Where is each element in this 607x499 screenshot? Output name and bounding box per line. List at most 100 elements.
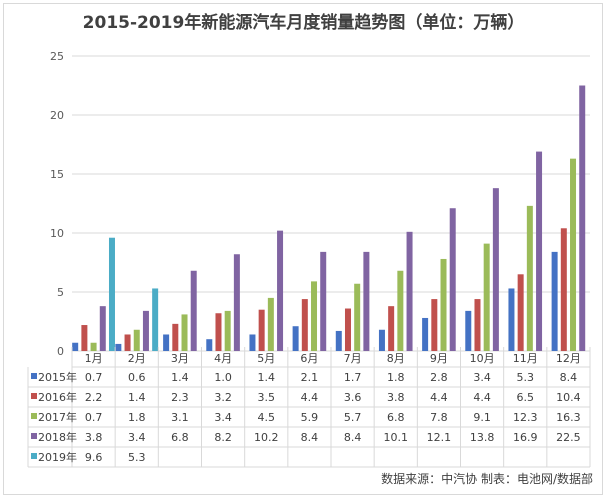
- table-cell: 3.8: [85, 431, 103, 444]
- table-cell: 1.7: [344, 371, 362, 384]
- bar-2017年-1月: [90, 342, 97, 351]
- bar-2015年-11月: [508, 288, 515, 351]
- table-cell: 9.1: [473, 411, 491, 424]
- bar-2015年-2月: [115, 343, 122, 351]
- table-cell: 2.8: [430, 371, 448, 384]
- bar-2017年-4月: [224, 310, 231, 351]
- table-cell: 3.2: [214, 391, 232, 404]
- table-cell: 3.4: [473, 371, 491, 384]
- bar-2018年-7月: [363, 251, 370, 351]
- bar-2017年-6月: [311, 281, 318, 351]
- legend-swatch-2019年: [31, 453, 37, 459]
- table-cell: 1.4: [258, 371, 276, 384]
- legend-label: 2015年: [38, 370, 77, 384]
- bar-2015年-3月: [163, 334, 170, 351]
- chart-title: 2015-2019年新能源汽车月度销量趋势图（单位：万辆）: [82, 13, 525, 33]
- x-tick-label: 10月: [470, 352, 495, 365]
- bar-2017年-8月: [397, 270, 404, 351]
- table-cell: 8.4: [344, 431, 362, 444]
- y-tick-label: 15: [50, 168, 64, 181]
- x-tick-label: 3月: [171, 352, 189, 365]
- bar-2017年-2月: [133, 329, 140, 351]
- bar-2017年-5月: [267, 297, 274, 351]
- bar-2018年-6月: [320, 251, 327, 351]
- bar-2016年-8月: [388, 306, 395, 351]
- bar-2016年-5月: [258, 309, 265, 351]
- table-cell: 8.4: [560, 371, 578, 384]
- x-tick-label: 7月: [344, 352, 362, 365]
- bar-2018年-9月: [449, 208, 456, 351]
- legend-swatch-2017年: [31, 413, 37, 419]
- x-tick-label: 4月: [214, 352, 232, 365]
- bar-2016年-12月: [560, 228, 567, 351]
- y-tick-label: 20: [50, 109, 64, 122]
- table-cell: 1.0: [214, 371, 232, 384]
- table-cell: 1.8: [128, 411, 146, 424]
- bar-2017年-3月: [181, 314, 188, 351]
- table-cell: 12.1: [427, 431, 452, 444]
- y-tick-label: 10: [50, 227, 64, 240]
- bar-2018年-11月: [536, 151, 543, 351]
- legend-swatch-2018年: [31, 433, 37, 439]
- table-cell: 2.2: [85, 391, 103, 404]
- table-cell: 3.6: [344, 391, 362, 404]
- table-cell: 3.1: [171, 411, 189, 424]
- table-cell: 5.3: [128, 451, 146, 464]
- bar-2017年-10月: [483, 243, 490, 351]
- bar-2015年-5月: [249, 334, 256, 351]
- table-cell: 3.4: [128, 431, 146, 444]
- bar-2015年-9月: [422, 317, 429, 351]
- legend-swatch-2016年: [31, 393, 37, 399]
- table-cell: 6.5: [517, 391, 535, 404]
- bar-2015年-12月: [551, 251, 558, 351]
- x-tick-label: 9月: [430, 352, 448, 365]
- bar-2016年-11月: [517, 274, 524, 351]
- x-tick-label: 6月: [300, 352, 318, 365]
- x-tick-label: 8月: [387, 352, 405, 365]
- table-cell: 6.8: [171, 431, 189, 444]
- y-tick-label: 0: [57, 345, 64, 358]
- table-cell: 3.8: [387, 391, 405, 404]
- bar-2018年-2月: [142, 310, 149, 351]
- table-cell: 0.6: [128, 371, 146, 384]
- table-cell: 4.5: [258, 411, 276, 424]
- bar-2017年-9月: [440, 258, 447, 351]
- bar-2016年-2月: [124, 334, 131, 351]
- x-tick-label: 2月: [128, 352, 146, 365]
- table-cell: 13.8: [470, 431, 495, 444]
- bar-2015年-4月: [206, 339, 213, 351]
- table-cell: 1.4: [128, 391, 146, 404]
- table-cell: 3.4: [214, 411, 232, 424]
- table-cell: 10.2: [254, 431, 279, 444]
- y-tick-label: 25: [50, 50, 64, 63]
- bar-2015年-10月: [465, 310, 472, 351]
- x-tick-label: 11月: [513, 352, 538, 365]
- bar-2017年-7月: [354, 283, 361, 351]
- table-cell: 4.4: [473, 391, 491, 404]
- x-tick-label: 12月: [556, 352, 581, 365]
- source-note: 数据来源：中汽协 制表：电池网/数据部: [381, 472, 593, 486]
- table-cell: 22.5: [556, 431, 581, 444]
- table-cell: 10.1: [384, 431, 409, 444]
- bar-2018年-3月: [190, 270, 197, 351]
- bar-2019年-2月: [152, 288, 159, 351]
- bar-2016年-6月: [301, 299, 308, 351]
- table-cell: 7.8: [430, 411, 448, 424]
- bar-2018年-8月: [406, 231, 413, 351]
- table-cell: 10.4: [556, 391, 581, 404]
- bar-2018年-4月: [233, 254, 240, 351]
- table-cell: 5.9: [301, 411, 319, 424]
- x-tick-label: 5月: [257, 352, 275, 365]
- legend-label: 2017年: [38, 410, 77, 424]
- table-cell: 0.7: [85, 411, 103, 424]
- table-cell: 1.8: [387, 371, 405, 384]
- bar-2016年-4月: [215, 313, 222, 351]
- bar-2018年-5月: [277, 230, 284, 351]
- bar-2015年-1月: [72, 342, 79, 351]
- table-cell: 6.8: [387, 411, 405, 424]
- table-cell: 16.3: [556, 411, 581, 424]
- bar-2016年-9月: [431, 299, 438, 351]
- bar-2016年-10月: [474, 299, 481, 351]
- bar-2018年-12月: [579, 85, 586, 351]
- bar-2018年-10月: [492, 188, 499, 351]
